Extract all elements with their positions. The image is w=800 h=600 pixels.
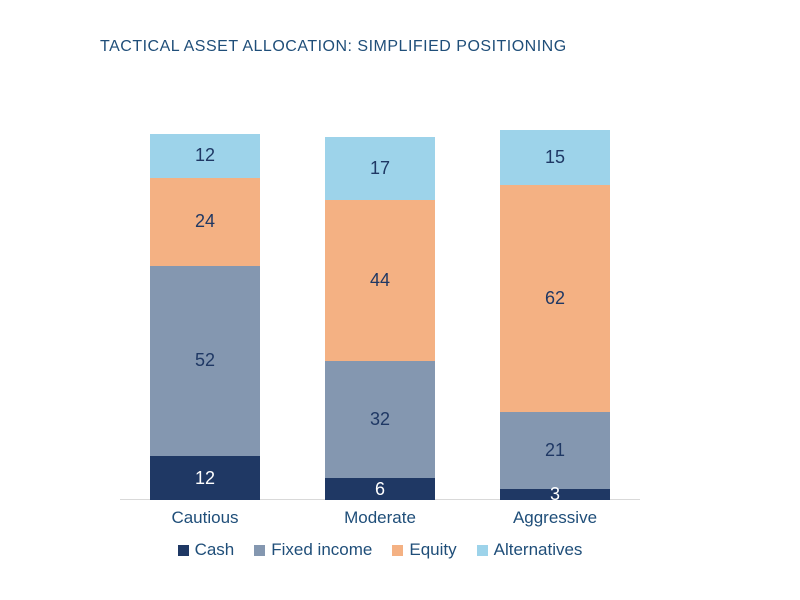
legend: Cash Fixed income Equity Alternatives <box>120 540 640 560</box>
bar-cautious: 12 52 24 12 <box>150 134 260 500</box>
seg-cautious-alternatives: 12 <box>150 134 260 178</box>
swatch-fixed-income <box>254 545 265 556</box>
chart-plot-area: 12 52 24 12 6 32 44 17 3 21 62 15 <box>120 130 640 500</box>
x-axis-labels: Cautious Moderate Aggressive <box>120 508 640 532</box>
seg-aggressive-fixed-income: 21 <box>500 412 610 489</box>
seg-cautious-equity: 24 <box>150 178 260 266</box>
legend-label-cash: Cash <box>195 540 235 560</box>
seg-cautious-fixed-income: 52 <box>150 266 260 456</box>
seg-moderate-cash: 6 <box>325 478 435 500</box>
xlabel-cautious: Cautious <box>150 508 260 528</box>
legend-item-fixed-income: Fixed income <box>254 540 372 560</box>
xlabel-aggressive: Aggressive <box>500 508 610 528</box>
seg-aggressive-cash: 3 <box>500 489 610 500</box>
legend-item-alternatives: Alternatives <box>477 540 583 560</box>
swatch-alternatives <box>477 545 488 556</box>
swatch-equity <box>392 545 403 556</box>
bar-aggressive: 3 21 62 15 <box>500 130 610 500</box>
legend-item-equity: Equity <box>392 540 456 560</box>
seg-cautious-cash: 12 <box>150 456 260 500</box>
seg-moderate-alternatives: 17 <box>325 137 435 199</box>
seg-aggressive-alternatives: 15 <box>500 130 610 185</box>
legend-label-fixed-income: Fixed income <box>271 540 372 560</box>
legend-label-alternatives: Alternatives <box>494 540 583 560</box>
bar-moderate: 6 32 44 17 <box>325 137 435 500</box>
legend-label-equity: Equity <box>409 540 456 560</box>
swatch-cash <box>178 545 189 556</box>
xlabel-moderate: Moderate <box>325 508 435 528</box>
legend-item-cash: Cash <box>178 540 235 560</box>
seg-moderate-equity: 44 <box>325 200 435 361</box>
chart-title: TACTICAL ASSET ALLOCATION: SIMPLIFIED PO… <box>100 38 567 56</box>
seg-moderate-fixed-income: 32 <box>325 361 435 478</box>
seg-aggressive-equity: 62 <box>500 185 610 412</box>
page: TACTICAL ASSET ALLOCATION: SIMPLIFIED PO… <box>0 0 800 600</box>
